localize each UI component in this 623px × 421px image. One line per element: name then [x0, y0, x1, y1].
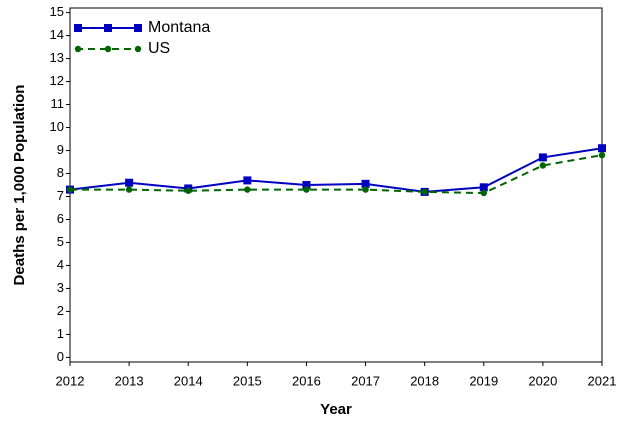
x-tick-label: 2013 [115, 373, 144, 388]
legend-marker [104, 24, 112, 32]
x-axis-title: Year [320, 401, 352, 418]
y-tick-label: 3 [57, 280, 64, 295]
data-point [125, 178, 134, 187]
x-tick-label: 2019 [469, 373, 498, 388]
y-tick-label: 11 [51, 96, 65, 111]
y-tick-label: 0 [57, 349, 64, 364]
data-point [361, 179, 370, 188]
plot-frame [69, 7, 603, 363]
legend-marker [104, 45, 112, 53]
y-tick-label: 7 [57, 188, 64, 203]
legend-marker [74, 45, 82, 53]
data-point [598, 144, 606, 153]
x-tick-label: 2012 [56, 373, 85, 388]
data-point [244, 186, 251, 193]
x-tick-label: 2015 [233, 373, 262, 388]
series-line [70, 154, 603, 195]
y-tick-label: 15 [50, 4, 64, 19]
series-line [69, 147, 603, 193]
legend-marker [74, 24, 82, 32]
data-point [480, 189, 487, 197]
data-point [362, 186, 369, 193]
y-tick-label: 5 [57, 234, 64, 249]
data-point [421, 188, 428, 196]
y-tick-label: 1 [57, 326, 64, 341]
data-point [302, 181, 311, 189]
y-tick-label: 13 [50, 50, 64, 65]
data-point [303, 186, 310, 193]
y-axis-title: Deaths per 1,000 Population [11, 85, 28, 286]
legend-label: Montana [148, 19, 210, 36]
y-tick-label: 14 [50, 27, 64, 42]
data-point [243, 176, 252, 185]
data-point [125, 186, 133, 193]
y-tick-label: 12 [50, 73, 64, 88]
x-tick-label: 2016 [292, 373, 321, 388]
y-tick-label: 9 [57, 142, 64, 157]
data-point [479, 183, 488, 192]
y-tick-label: 4 [57, 257, 64, 272]
data-point [185, 187, 192, 194]
x-tick-label: 2017 [351, 373, 380, 388]
x-tick-label: 2021 [588, 373, 617, 388]
x-tick-label: 2014 [174, 373, 203, 388]
data-point [539, 162, 547, 169]
legend-marker [134, 24, 142, 32]
data-point [66, 186, 74, 193]
data-point [538, 153, 547, 162]
y-tick-label: 10 [50, 119, 64, 134]
legend-label: US [148, 40, 170, 57]
legend-marker [134, 45, 142, 53]
y-tick-label: 6 [57, 211, 64, 226]
x-tick-label: 2018 [410, 373, 439, 388]
y-tick-label: 2 [57, 303, 64, 318]
y-tick-label: 8 [57, 165, 64, 180]
x-tick-label: 2020 [528, 373, 557, 388]
data-point [598, 151, 606, 159]
